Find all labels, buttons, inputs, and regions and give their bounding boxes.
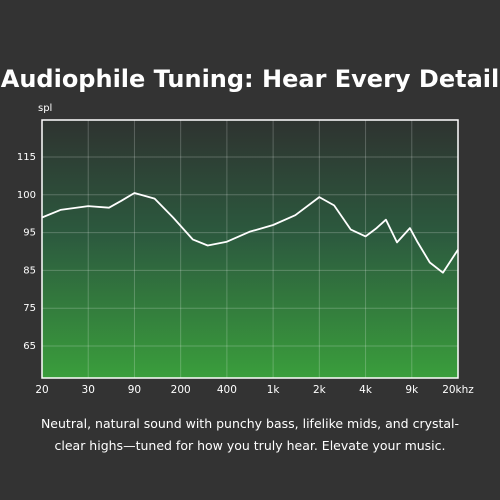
- x-tick-label: 20: [35, 384, 48, 396]
- x-tick-label: 20khz: [442, 384, 474, 396]
- y-tick-label: 95: [23, 228, 36, 239]
- plot-area: [41, 119, 459, 379]
- x-tick-label: 30: [82, 384, 95, 396]
- x-tick-label: 200: [171, 384, 191, 396]
- y-tick-label: 115: [17, 152, 36, 163]
- x-tick-label: 2k: [313, 384, 327, 396]
- x-tick-label: 90: [128, 384, 141, 396]
- y-tick-label: 65: [23, 341, 36, 352]
- caption: Neutral, natural sound with punchy bass,…: [40, 416, 460, 453]
- y-tick-label: 100: [17, 190, 36, 201]
- x-tick-label: 1k: [267, 384, 281, 396]
- x-tick-label: 400: [217, 384, 237, 396]
- response-line: [41, 192, 459, 274]
- y-axis-label: spl: [38, 103, 52, 114]
- x-tick-label: 4k: [359, 384, 373, 396]
- chart-title: Audiophile Tuning: Hear Every Detail: [1, 65, 499, 93]
- x-tick-label: 9k: [405, 384, 419, 396]
- y-tick-label: 75: [23, 303, 36, 314]
- y-tick-label: 85: [23, 265, 36, 276]
